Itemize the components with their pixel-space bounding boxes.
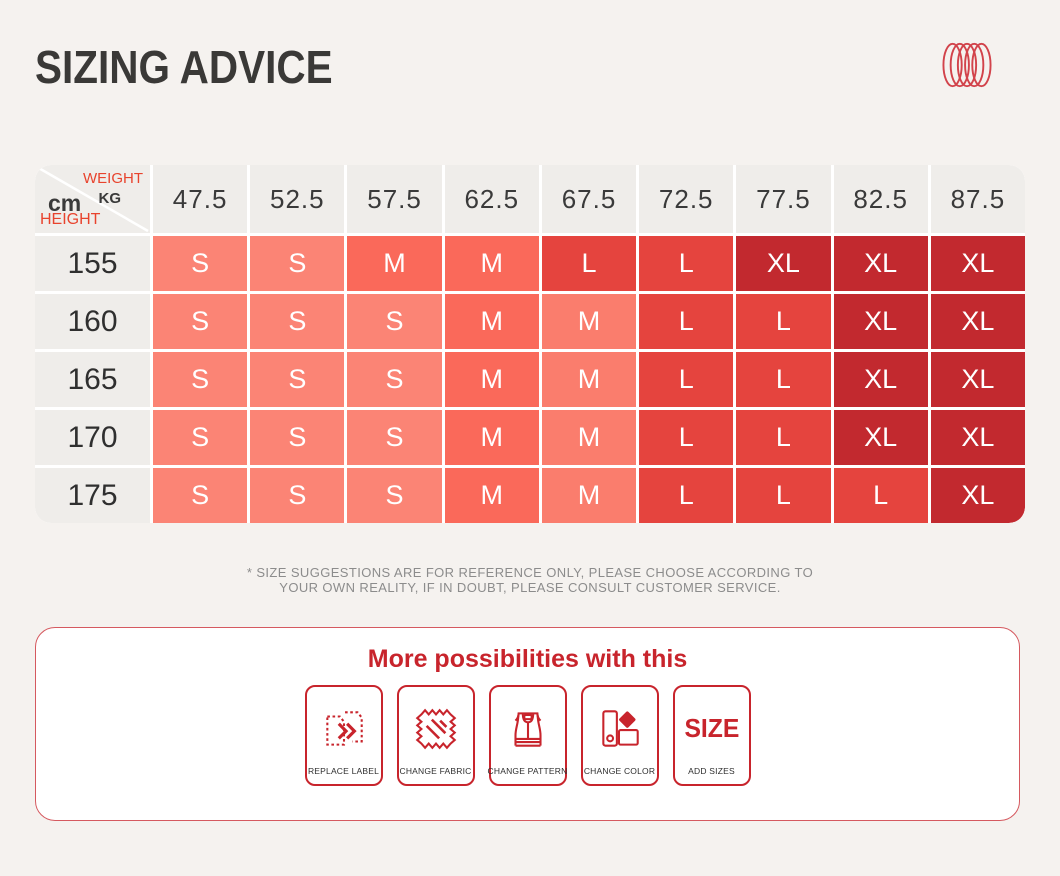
- size-cell: S: [250, 352, 345, 407]
- size-big-text: SIZE: [684, 713, 739, 743]
- replace-label-icon: [319, 687, 369, 766]
- card-label: ADD SIZES: [688, 766, 735, 776]
- size-cell: XL: [930, 236, 1025, 291]
- size-cell: XL: [833, 236, 928, 291]
- size-table: WEIGHT KG cm HEIGHT 47.5 52.5 57.5 62.5 67.5…: [35, 165, 1025, 523]
- weight-header: 52.5: [250, 165, 345, 233]
- card-label: CHANGE COLOR: [583, 766, 656, 776]
- size-cell: S: [153, 468, 248, 523]
- weight-axis-label: WEIGHT: [83, 170, 143, 187]
- change-pattern-icon: [503, 687, 553, 766]
- height-unit-label: cm: [48, 190, 82, 216]
- weight-unit-label: KG: [98, 190, 122, 207]
- size-cell: M: [444, 410, 539, 465]
- size-cell: M: [541, 294, 637, 349]
- weight-header: 87.5: [930, 165, 1025, 233]
- size-cell: S: [250, 236, 345, 291]
- weight-header: 82.5: [833, 165, 928, 233]
- size-cell: M: [444, 468, 539, 523]
- height-header: 175: [35, 468, 150, 523]
- weight-header: 77.5: [736, 165, 831, 233]
- card-change-color: CHANGE COLOR: [580, 685, 659, 786]
- size-cell: M: [444, 236, 539, 291]
- weight-header: 67.5: [541, 165, 637, 233]
- weight-header: 57.5: [347, 165, 442, 233]
- size-cell: M: [541, 410, 637, 465]
- size-cell: S: [153, 410, 248, 465]
- table-corner-cell: WEIGHT KG cm HEIGHT: [35, 165, 150, 233]
- size-text-icon: SIZE: [683, 687, 741, 766]
- size-cell: XL: [736, 236, 831, 291]
- size-cell: L: [639, 468, 734, 523]
- card-change-pattern: CHANGE PATTERN: [487, 685, 568, 786]
- card-label: REPLACE LABEL: [307, 766, 380, 776]
- size-cell: S: [250, 410, 345, 465]
- size-cell: XL: [930, 352, 1025, 407]
- size-cell: XL: [930, 410, 1025, 465]
- height-header: 160: [35, 294, 150, 349]
- size-cell: L: [833, 468, 928, 523]
- size-cell: XL: [833, 294, 928, 349]
- size-cell: M: [347, 236, 442, 291]
- size-cell: L: [736, 410, 831, 465]
- disclaimer-line-1: * SIZE SUGGESTIONS ARE FOR REFERENCE ONL…: [246, 565, 814, 580]
- size-cell: XL: [833, 352, 928, 407]
- size-cell: L: [639, 352, 734, 407]
- page-title: SIZING ADVICE: [35, 41, 333, 93]
- size-cell: S: [250, 294, 345, 349]
- size-cell: S: [347, 294, 442, 349]
- size-cell: S: [250, 468, 345, 523]
- size-cell: L: [639, 410, 734, 465]
- possibilities-title: More possibilities with this: [367, 645, 688, 673]
- size-cell: S: [153, 294, 248, 349]
- change-fabric-icon: [411, 687, 461, 766]
- size-cell: L: [639, 236, 734, 291]
- height-header: 170: [35, 410, 150, 465]
- weight-header: 47.5: [153, 165, 248, 233]
- size-cell: M: [444, 352, 539, 407]
- size-cell: S: [347, 410, 442, 465]
- size-cell: L: [736, 294, 831, 349]
- weight-header: 62.5: [444, 165, 539, 233]
- brand-coil-logo-icon: [942, 42, 992, 88]
- size-cell: S: [347, 468, 442, 523]
- disclaimer-text: * SIZE SUGGESTIONS ARE FOR REFERENCE ONL…: [0, 565, 1060, 595]
- possibilities-panel: More possibilities with this REPLACE LAB…: [35, 627, 1020, 821]
- size-cell: XL: [930, 294, 1025, 349]
- size-cell: S: [153, 236, 248, 291]
- disclaimer-line-2: YOUR OWN REALITY, IF IN DOUBT, PLEASE CO…: [279, 580, 781, 595]
- card-change-fabric: CHANGE FABRIC: [396, 685, 475, 786]
- card-label: CHANGE FABRIC: [399, 766, 472, 776]
- weight-header: 72.5: [639, 165, 734, 233]
- size-cell: S: [153, 352, 248, 407]
- height-header: 155: [35, 236, 150, 291]
- size-cell: L: [639, 294, 734, 349]
- size-cell: L: [736, 352, 831, 407]
- card-label: CHANGE PATTERN: [487, 766, 568, 776]
- card-replace-label: REPLACE LABEL: [304, 685, 383, 786]
- change-color-icon: [595, 687, 645, 766]
- card-add-sizes: SIZE ADD SIZES: [672, 685, 751, 786]
- diagonal-divider: [36, 165, 149, 233]
- size-cell: M: [541, 352, 637, 407]
- size-cell: M: [541, 468, 637, 523]
- size-cell: L: [541, 236, 637, 291]
- size-cell: XL: [930, 468, 1025, 523]
- size-cell: XL: [833, 410, 928, 465]
- possibilities-cards: REPLACE LABEL CHANGE FABRIC: [36, 685, 1019, 786]
- height-header: 165: [35, 352, 150, 407]
- height-axis-label: HEIGHT: [40, 211, 101, 228]
- size-cell: M: [444, 294, 539, 349]
- size-cell: S: [347, 352, 442, 407]
- size-cell: L: [736, 468, 831, 523]
